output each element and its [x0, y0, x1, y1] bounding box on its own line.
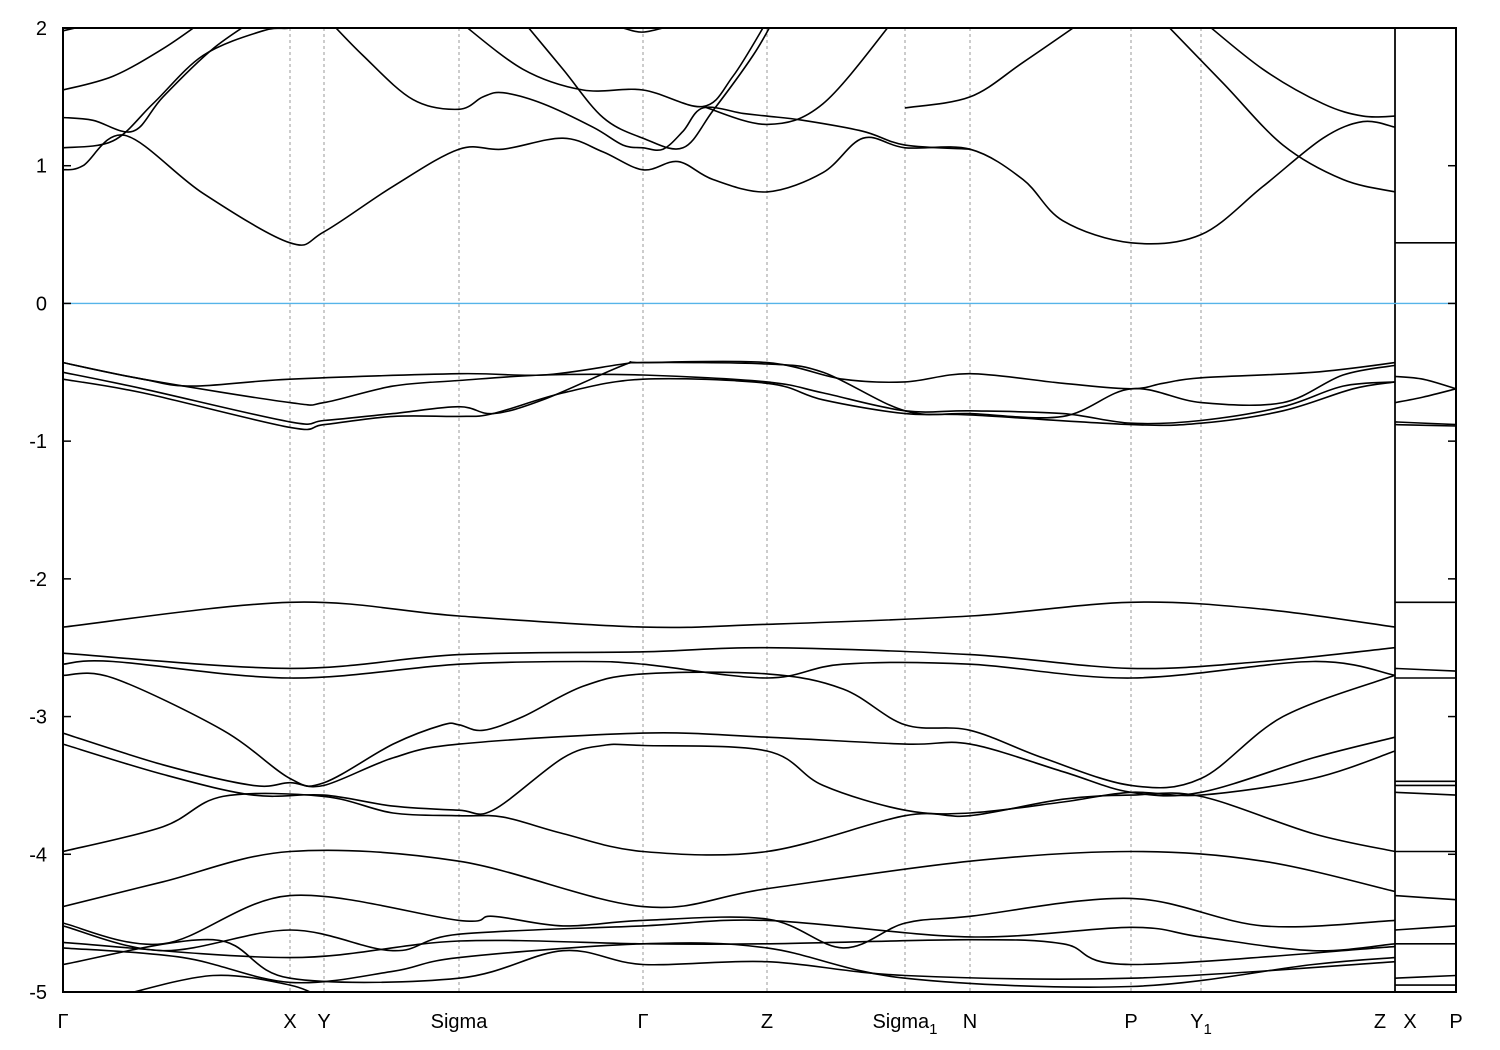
band-b1	[63, 601, 1396, 629]
band-xp16	[1394, 974, 1456, 979]
band-v3	[63, 360, 1396, 425]
band-c4	[63, 28, 195, 91]
band-xp5	[1394, 423, 1456, 427]
band-c1	[63, 120, 1396, 246]
kpoint-label: Sigma	[431, 1011, 489, 1033]
kpoint-label: Z	[1374, 1011, 1386, 1033]
x-axis: Γ X Y Sigma Γ Z Sigma1 N P Y1 Z X P	[57, 1011, 1462, 1038]
band-b12	[63, 938, 1396, 984]
kpoint-label-text: Γ	[637, 1011, 648, 1033]
y-tick-label: 1	[36, 156, 47, 178]
band-c7	[466, 28, 764, 108]
band-xp7	[1394, 667, 1456, 672]
band-c2	[63, 28, 294, 149]
band-c6	[334, 28, 971, 152]
band-b7	[63, 792, 1396, 856]
kpoint-label-text: Y	[317, 1011, 330, 1033]
band-xp3	[1394, 388, 1456, 404]
bands	[63, 28, 1456, 992]
band-b11	[63, 938, 1396, 966]
kpoint-label-text: P	[1449, 1011, 1462, 1033]
band-b5	[63, 732, 1396, 797]
band-c5	[63, 28, 79, 32]
band-xp11	[1394, 791, 1456, 796]
kpoint-label-text: Γ	[57, 1011, 68, 1033]
band-c13	[622, 28, 666, 33]
y-tick-label: 2	[36, 18, 47, 40]
kpoint-label: X	[283, 1011, 296, 1033]
band-b4	[63, 671, 1396, 789]
band-b6	[63, 743, 1396, 816]
kpoint-label: Y	[317, 1011, 330, 1033]
kpoint-label: Γ	[637, 1011, 648, 1033]
kpoint-label-subscript: 1	[929, 1021, 937, 1038]
plot-frame	[62, 27, 1457, 993]
band-c11	[1210, 28, 1396, 118]
kpoint-label: Γ	[57, 1011, 68, 1033]
kpoint-label: Y1	[1190, 1011, 1212, 1038]
y-tick-label: -5	[29, 982, 47, 1004]
band-c12	[1168, 28, 1396, 193]
y-tick-label: -2	[29, 569, 47, 591]
band-xp14	[1394, 925, 1456, 931]
band-c9	[702, 28, 889, 126]
kpoint-label: Z	[761, 1011, 773, 1033]
kpoint-label-text: P	[1124, 1011, 1137, 1033]
band-c3	[63, 28, 244, 133]
kpoint-label: Sigma1	[872, 1011, 937, 1038]
kpoint-label: N	[963, 1011, 977, 1033]
band-b8	[63, 849, 1396, 909]
band-xp2	[1394, 375, 1456, 390]
kpoint-label-text: Sigma	[431, 1011, 489, 1033]
kpoint-label: P	[1124, 1011, 1137, 1033]
kpoint-label-text: Y	[1190, 1011, 1203, 1033]
kpoint-gridlines	[289, 28, 1396, 992]
band-v2	[63, 361, 1396, 425]
band-b10	[63, 919, 1396, 952]
kpoint-label-text: X	[1403, 1011, 1416, 1033]
band-b9	[63, 894, 1396, 949]
band-xp4	[1394, 421, 1456, 426]
band-c10	[904, 28, 1075, 109]
y-tick-label: -4	[29, 844, 47, 866]
kpoint-label-text: Sigma	[872, 1011, 930, 1033]
kpoint-label-text: Z	[761, 1011, 773, 1033]
y-tick-label: -1	[29, 431, 47, 453]
kpoint-label: X	[1403, 1011, 1416, 1033]
y-axis: 2 1 0 -1 -2 -3 -4 -5	[29, 18, 1456, 1004]
band-b3	[63, 660, 1396, 679]
kpoint-label-text: N	[963, 1011, 977, 1033]
kpoint-label-text: Z	[1374, 1011, 1386, 1033]
band-b2	[63, 646, 1396, 670]
kpoint-label: P	[1449, 1011, 1462, 1033]
kpoint-label-subscript: 1	[1204, 1021, 1212, 1038]
kpoint-label-text: X	[283, 1011, 296, 1033]
y-tick-label: -3	[29, 707, 47, 729]
band-c8	[527, 28, 771, 150]
band-v4	[63, 377, 1396, 431]
y-tick-label: 0	[36, 293, 47, 315]
band-v1	[63, 360, 1396, 390]
band-b13	[63, 942, 1396, 988]
band-xp13	[1394, 894, 1456, 901]
